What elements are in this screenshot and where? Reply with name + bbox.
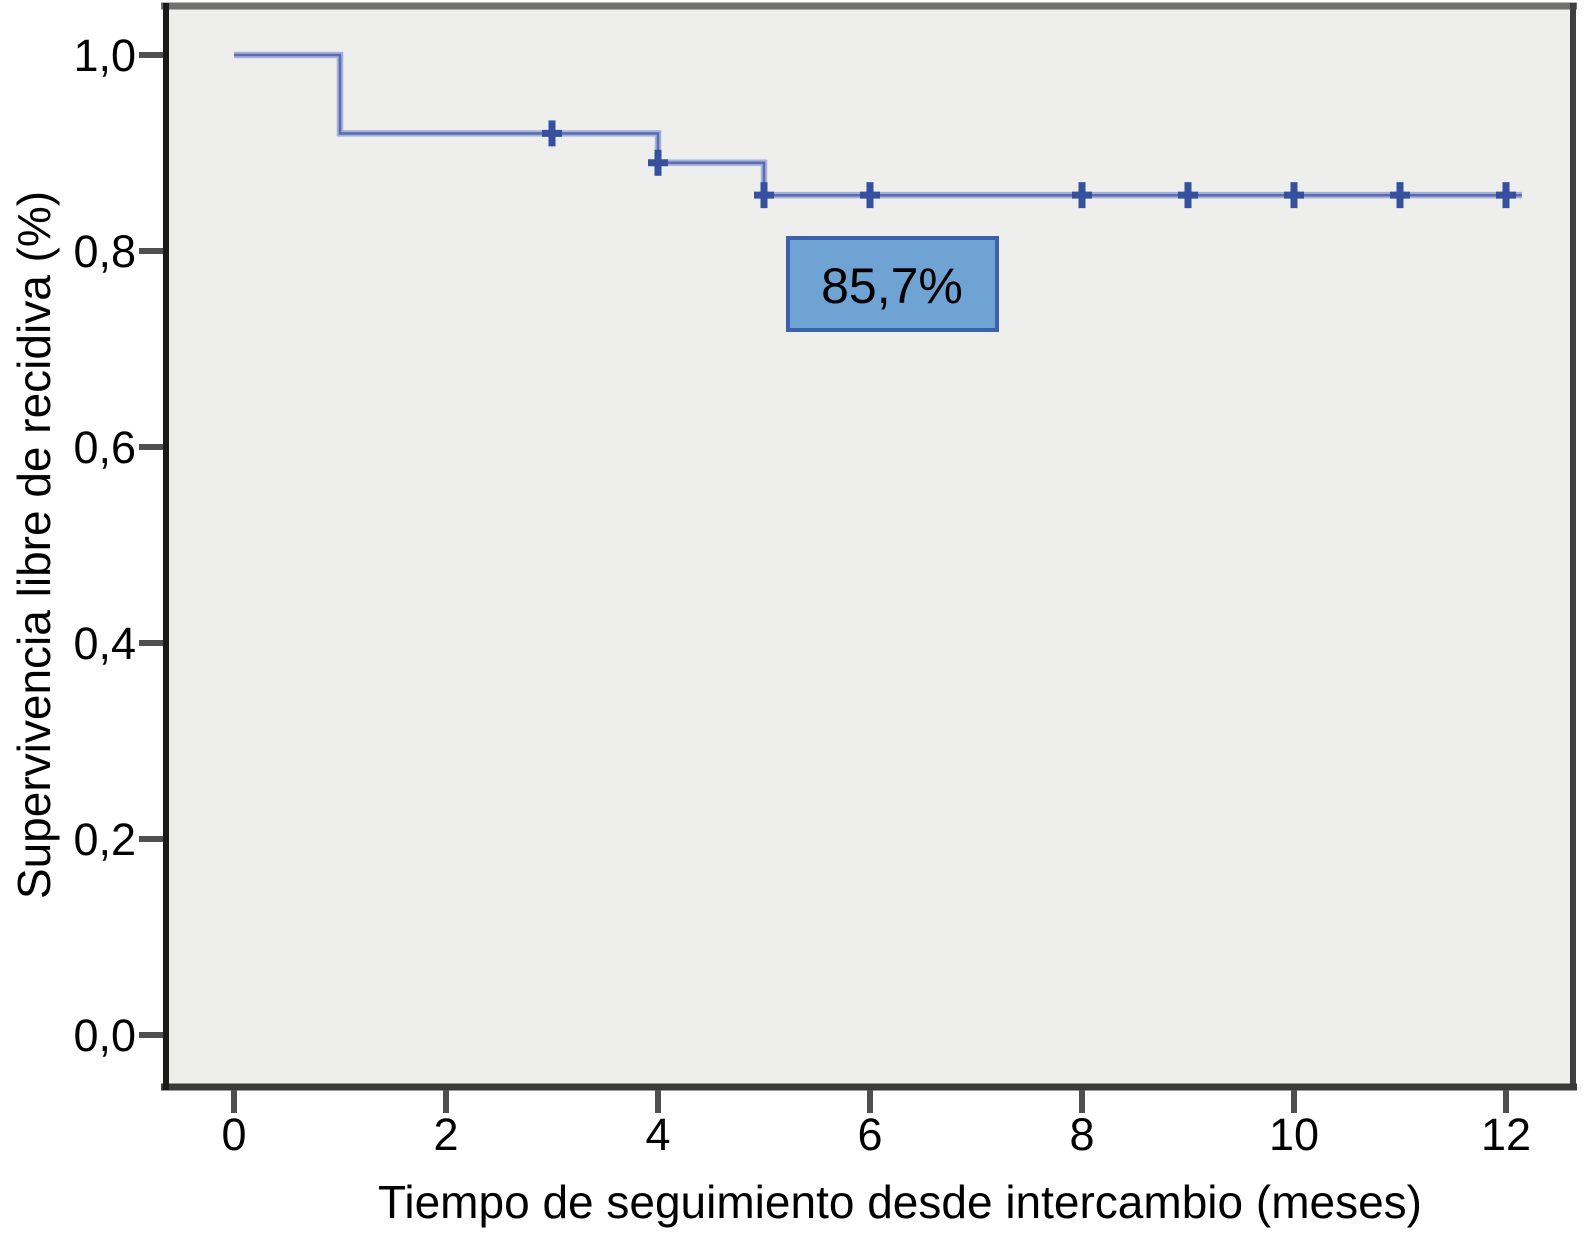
y-axis-title: Supervivencia libre de recidiva (%) bbox=[8, 191, 60, 899]
censor-mark bbox=[1072, 182, 1092, 209]
annotation-rect bbox=[786, 236, 999, 332]
censor-mark bbox=[1284, 182, 1304, 209]
y-axis-ticks: 1,0 0,8 0,6 0,4 0,2 0,0 bbox=[73, 30, 163, 1061]
y-tick-label: 0,4 bbox=[73, 618, 136, 669]
censor-mark bbox=[754, 182, 774, 209]
censor-marks bbox=[542, 120, 1516, 209]
x-tick-label: 2 bbox=[433, 1109, 458, 1160]
x-tick-label: 0 bbox=[221, 1109, 246, 1160]
x-tick-label: 8 bbox=[1069, 1109, 1094, 1160]
x-tick-label: 6 bbox=[857, 1109, 882, 1160]
y-tick-label: 0,0 bbox=[73, 1010, 136, 1061]
y-tick-label: 0,2 bbox=[73, 814, 136, 865]
annotation-box: 85,7% bbox=[786, 236, 999, 332]
censor-mark bbox=[1496, 182, 1516, 209]
y-tick-label: 0,8 bbox=[73, 226, 136, 277]
plot-area bbox=[164, 4, 1574, 1087]
x-tick-label: 10 bbox=[1269, 1109, 1319, 1160]
annotation-label: 85,7% bbox=[821, 258, 963, 314]
x-tick-label: 4 bbox=[645, 1109, 670, 1160]
censor-mark bbox=[542, 120, 562, 147]
x-tick-label: 12 bbox=[1481, 1109, 1531, 1160]
x-axis-title: Tiempo de seguimiento desde intercambio … bbox=[378, 1176, 1422, 1228]
censor-mark bbox=[648, 149, 668, 176]
censor-mark bbox=[860, 182, 880, 209]
censor-mark bbox=[1390, 182, 1410, 209]
censor-mark bbox=[1178, 182, 1198, 209]
y-tick-label: 1,0 bbox=[73, 30, 136, 81]
y-tick-label: 0,6 bbox=[73, 422, 136, 473]
x-axis-ticks: 0 2 4 6 8 10 12 bbox=[221, 1090, 1531, 1160]
